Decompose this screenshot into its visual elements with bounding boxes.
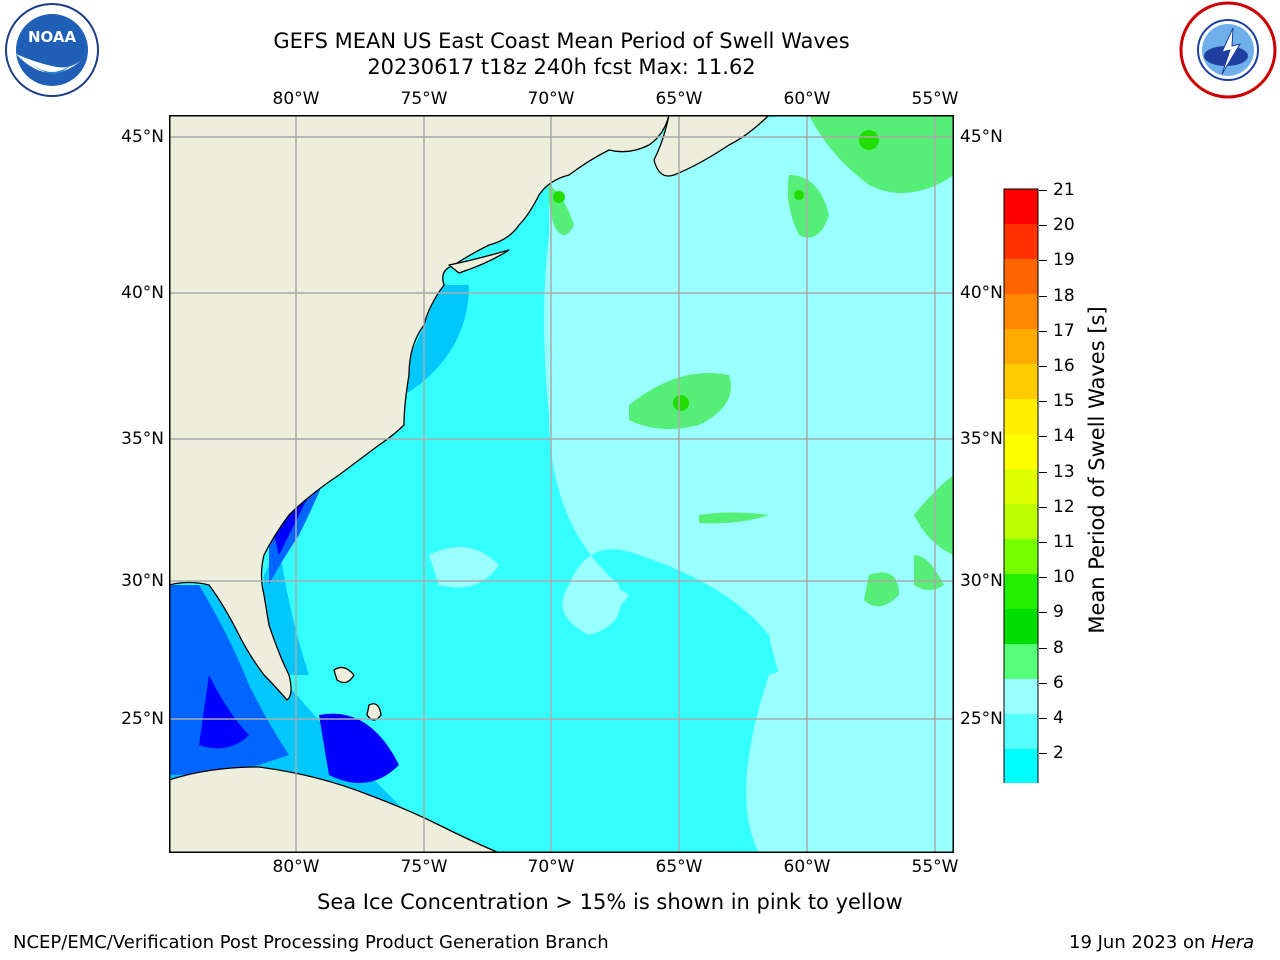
colorbar-tick-label: 11 bbox=[1053, 532, 1075, 552]
colorbar-segment bbox=[1004, 504, 1038, 539]
lat-label-left-35n: 35°N bbox=[121, 429, 164, 449]
colorbar-tick-mark bbox=[1039, 471, 1047, 473]
lon-label-bottom-55w: 55°W bbox=[911, 857, 959, 877]
colorbar-segment bbox=[1004, 364, 1038, 399]
colorbar-segment bbox=[1004, 189, 1038, 224]
colorbar-tick-label: 12 bbox=[1053, 496, 1075, 517]
colorbar-tick-label: 8 bbox=[1053, 637, 1064, 658]
colorbar-segment bbox=[1004, 749, 1038, 784]
colorbar-tick-label: 6 bbox=[1053, 672, 1064, 693]
colorbar-tick-label: 15 bbox=[1053, 391, 1075, 412]
colorbar-tick-mark bbox=[1039, 295, 1047, 297]
sea-ice-note: Sea Ice Concentration > 15% is shown in … bbox=[317, 890, 903, 914]
lon-label-top-70w: 70°W bbox=[527, 89, 575, 109]
colorbar-segment bbox=[1004, 434, 1038, 469]
lon-label-top-80w: 80°W bbox=[272, 89, 320, 109]
colorbar-tick-label: 16 bbox=[1053, 356, 1075, 376]
colorbar-tick-mark bbox=[1039, 506, 1047, 508]
lat-label-left-30n: 30°N bbox=[121, 571, 164, 591]
lon-label-bottom-60w: 60°W bbox=[783, 857, 831, 877]
colorbar-segment bbox=[1004, 679, 1038, 714]
lon-label-top-60w: 60°W bbox=[783, 89, 831, 109]
map-svg bbox=[169, 115, 954, 853]
colorbar-tick-label: 17 bbox=[1053, 320, 1075, 341]
swell-8-9-regions bbox=[429, 115, 954, 853]
lon-label-bottom-75w: 75°W bbox=[400, 857, 448, 877]
map-panel bbox=[169, 115, 954, 853]
lat-label-left-45n: 45°N bbox=[121, 127, 164, 147]
nws-logo bbox=[1178, 0, 1278, 100]
colorbar-tick-mark bbox=[1039, 260, 1047, 262]
swell-extend-patches bbox=[199, 495, 399, 783]
chart-title-line2: 20230617 t18z 240h fcst Max: 11.62 bbox=[367, 55, 756, 79]
colorbar-segment bbox=[1004, 399, 1038, 434]
footer-date-text: 19 Jun 2023 on bbox=[1069, 932, 1212, 953]
colorbar-tick-mark bbox=[1039, 190, 1047, 191]
noaa-logo: NOAA bbox=[2, 2, 102, 98]
colorbar-tick-label: 14 bbox=[1053, 426, 1075, 447]
colorbar-tick-mark bbox=[1039, 542, 1047, 543]
colorbar-tick-label: 4 bbox=[1053, 708, 1064, 728]
svg-text:NOAA: NOAA bbox=[28, 28, 77, 46]
lon-label-top-65w: 65°W bbox=[655, 89, 703, 109]
colorbar-tick-mark bbox=[1039, 612, 1047, 614]
colorbar-tick-mark bbox=[1039, 401, 1047, 403]
colorbar-segment bbox=[1004, 574, 1038, 609]
footer-host: Hera bbox=[1211, 932, 1255, 953]
colorbar-segment bbox=[1004, 644, 1038, 679]
colorbar-tick-mark bbox=[1039, 436, 1047, 438]
colorbar-tick-label: 9 bbox=[1053, 602, 1064, 623]
colorbar-tick-label: 19 bbox=[1053, 250, 1075, 271]
colorbar-tick-label: 18 bbox=[1053, 285, 1075, 306]
lat-label-right-45n: 45°N bbox=[960, 127, 1003, 147]
colorbar-label: Mean Period of Swell Waves [s] bbox=[1085, 306, 1109, 634]
colorbar-tick-label: 20 bbox=[1053, 215, 1075, 236]
colorbar-tick-label: 21 bbox=[1053, 180, 1075, 200]
colorbar-tick-mark bbox=[1039, 577, 1047, 579]
colorbar-segment bbox=[1004, 294, 1038, 329]
swell-10-11-patches bbox=[553, 130, 879, 411]
colorbar-segment bbox=[1004, 539, 1038, 574]
colorbar-tick-mark bbox=[1039, 718, 1047, 719]
lon-label-top-75w: 75°W bbox=[400, 89, 448, 109]
colorbar-tick-mark bbox=[1039, 682, 1047, 684]
colorbar-segment bbox=[1004, 609, 1038, 644]
lat-label-right-25n: 25°N bbox=[960, 709, 1003, 729]
lat-label-right-40n: 40°N bbox=[960, 283, 1003, 303]
footer-date: 19 Jun 2023 on Hera bbox=[1069, 932, 1254, 953]
lat-label-left-40n: 40°N bbox=[121, 283, 164, 303]
colorbar-segment bbox=[1004, 224, 1038, 259]
graticule bbox=[169, 115, 954, 853]
colorbar-tick-label: 13 bbox=[1053, 461, 1075, 482]
land-mass bbox=[169, 115, 770, 853]
colorbar-tick-mark bbox=[1039, 753, 1047, 755]
chart-title-line1: GEFS MEAN US East Coast Mean Period of S… bbox=[273, 29, 850, 53]
lat-label-right-30n: 30°N bbox=[960, 571, 1003, 591]
lon-label-top-55w: 55°W bbox=[911, 89, 959, 109]
lon-label-bottom-70w: 70°W bbox=[527, 857, 575, 877]
colorbar-tick-mark bbox=[1039, 366, 1047, 367]
colorbar-tick-label: 10 bbox=[1053, 567, 1075, 588]
colorbar-segment bbox=[1004, 329, 1038, 364]
colorbar-tick-mark bbox=[1039, 330, 1047, 332]
lon-label-bottom-80w: 80°W bbox=[272, 857, 320, 877]
colorbar-tick-label: 2 bbox=[1053, 743, 1064, 764]
colorbar-tick-mark bbox=[1039, 647, 1047, 649]
colorbar-segment bbox=[1004, 714, 1038, 749]
lat-label-right-35n: 35°N bbox=[960, 429, 1003, 449]
colorbar-segment bbox=[1004, 259, 1038, 294]
colorbar bbox=[1003, 188, 1039, 848]
lon-label-bottom-65w: 65°W bbox=[655, 857, 703, 877]
map-border bbox=[169, 115, 954, 853]
colorbar-svg bbox=[1003, 188, 1039, 848]
lat-label-left-25n: 25°N bbox=[121, 709, 164, 729]
footer-credit: NCEP/EMC/Verification Post Processing Pr… bbox=[13, 932, 609, 953]
colorbar-segment bbox=[1004, 469, 1038, 504]
colorbar-tick-mark bbox=[1039, 225, 1047, 227]
